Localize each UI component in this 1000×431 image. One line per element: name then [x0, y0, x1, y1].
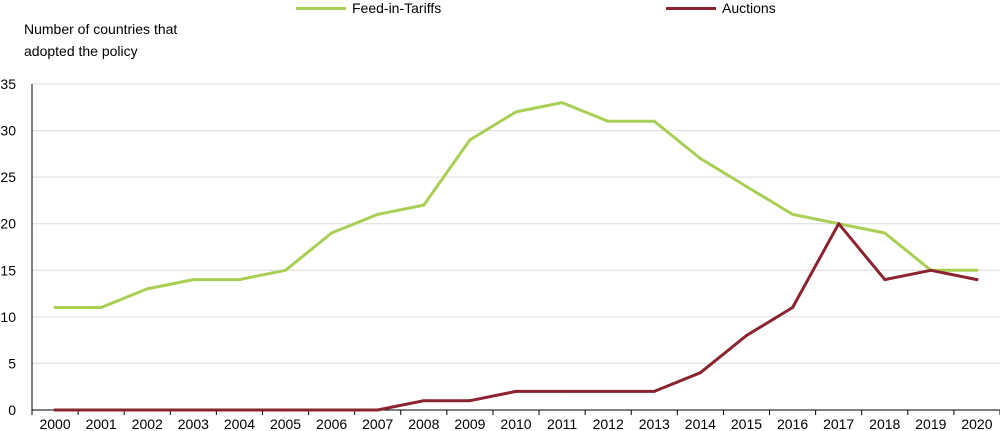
data-point-auctions [837, 222, 841, 226]
data-point-feed-in-tariffs [237, 278, 241, 282]
x-tick-label: 2002 [132, 416, 163, 431]
x-tick-label: 2012 [593, 416, 624, 431]
legend-swatch-auctions [666, 6, 716, 10]
data-point-feed-in-tariffs [514, 110, 518, 114]
y-axis-label: Number of countries that adopted the pol… [24, 21, 178, 59]
data-point-auctions [652, 389, 656, 393]
data-point-feed-in-tariffs [791, 212, 795, 216]
data-point-auctions [422, 399, 426, 403]
data-point-auctions [53, 408, 57, 412]
y-tick-label: 35 [0, 76, 16, 92]
x-tick-label: 2013 [639, 416, 670, 431]
x-tick-label: 2010 [500, 416, 531, 431]
y-tick-label: 5 [8, 355, 16, 371]
data-point-feed-in-tariffs [53, 306, 57, 310]
data-point-feed-in-tariffs [330, 231, 334, 235]
data-point-auctions [376, 408, 380, 412]
data-point-feed-in-tariffs [284, 268, 288, 272]
y-tick-label: 30 [0, 123, 16, 139]
data-point-feed-in-tariffs [652, 119, 656, 123]
legend-label-feed-in-tariffs: Feed-in-Tariffs [352, 0, 442, 16]
legend-auctions: Auctions [666, 0, 776, 16]
data-point-auctions [330, 408, 334, 412]
series-line-feed-in-tariffs [53, 101, 979, 309]
data-point-feed-in-tariffs [468, 138, 472, 142]
data-point-feed-in-tariffs [975, 268, 979, 272]
y-tick-label: 25 [0, 169, 16, 185]
data-point-feed-in-tariffs [698, 157, 702, 161]
x-tick-label: 2018 [869, 416, 900, 431]
data-point-auctions [145, 408, 149, 412]
data-point-auctions [468, 399, 472, 403]
data-point-feed-in-tariffs [560, 101, 564, 105]
y-tick-label: 20 [0, 216, 16, 232]
x-tick-label: 2001 [86, 416, 117, 431]
data-point-auctions [237, 408, 241, 412]
x-tick-label: 2016 [777, 416, 808, 431]
data-point-auctions [744, 333, 748, 337]
data-point-feed-in-tariffs [606, 119, 610, 123]
y-tick-label: 15 [0, 262, 16, 278]
x-tick-label: 2015 [731, 416, 762, 431]
x-tick-label: 2014 [685, 416, 716, 431]
x-tick-label: 2004 [224, 416, 255, 431]
x-tick-label: 2006 [316, 416, 347, 431]
y-tick-label: 0 [8, 402, 16, 418]
data-point-feed-in-tariffs [422, 203, 426, 207]
x-tick-label: 2020 [961, 416, 992, 431]
x-tick-label: 2017 [823, 416, 854, 431]
data-point-feed-in-tariffs [99, 306, 103, 310]
legend-label-auctions: Auctions [722, 0, 776, 16]
y-tick-label: 10 [0, 309, 16, 325]
legend-swatch-feed-in-tariffs [296, 6, 346, 10]
x-tick-label: 2005 [270, 416, 301, 431]
x-tick-label: 2008 [408, 416, 439, 431]
data-point-auctions [560, 389, 564, 393]
x-tick-label: 2007 [362, 416, 393, 431]
x-tick-label: 2003 [178, 416, 209, 431]
data-point-feed-in-tariffs [883, 231, 887, 235]
data-point-auctions [975, 278, 979, 282]
data-point-auctions [191, 408, 195, 412]
data-point-feed-in-tariffs [191, 278, 195, 282]
data-point-auctions [99, 408, 103, 412]
data-point-auctions [284, 408, 288, 412]
x-tick-label: 2019 [915, 416, 946, 431]
data-point-auctions [929, 268, 933, 272]
x-tick-label: 2009 [454, 416, 485, 431]
data-point-auctions [698, 371, 702, 375]
data-point-auctions [606, 389, 610, 393]
data-point-auctions [883, 278, 887, 282]
data-point-feed-in-tariffs [145, 287, 149, 291]
legend-feed-in-tariffs: Feed-in-Tariffs [296, 0, 441, 16]
x-tick-label: 2011 [547, 416, 577, 431]
data-point-feed-in-tariffs [744, 184, 748, 188]
data-point-auctions [514, 389, 518, 393]
data-point-feed-in-tariffs [376, 212, 380, 216]
data-point-auctions [791, 306, 795, 310]
x-tick-label: 2000 [39, 416, 70, 431]
